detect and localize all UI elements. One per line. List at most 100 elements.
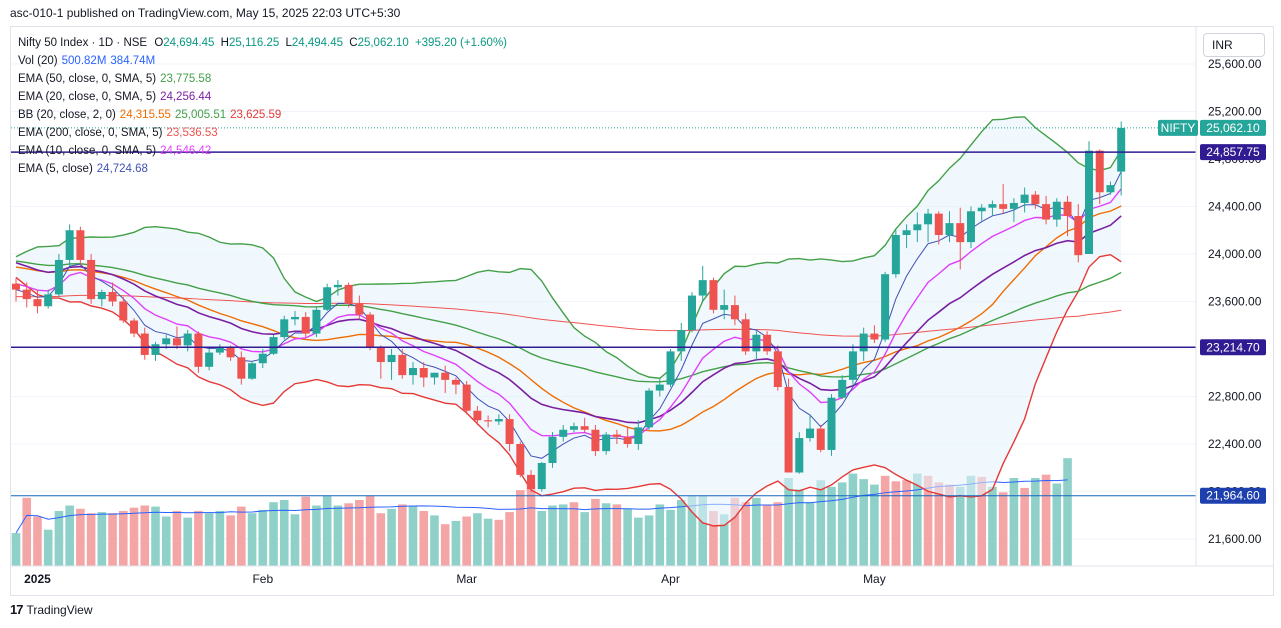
- volume-bar: [709, 511, 718, 566]
- volume-bar: [977, 476, 986, 566]
- volume-bar: [312, 505, 321, 566]
- candle-body: [977, 207, 986, 212]
- candle-body: [355, 303, 364, 315]
- volume-bar: [1041, 474, 1051, 566]
- volume-bar: [698, 495, 708, 566]
- volume-bar: [794, 489, 804, 566]
- candle-body: [1085, 150, 1093, 254]
- volume-bar: [387, 508, 396, 566]
- volume-bar: [848, 473, 858, 566]
- candle-body: [441, 372, 450, 380]
- volume-bar: [998, 492, 1008, 566]
- price-tag-text: 25,062.10: [1206, 121, 1260, 135]
- candle-body: [999, 204, 1008, 209]
- volume-bar: [226, 515, 235, 566]
- candle-body: [33, 299, 42, 307]
- indicator-value: 24,724.68: [96, 163, 148, 175]
- volume-bar: [666, 509, 675, 566]
- volume-bar: [558, 504, 568, 566]
- volume-bar: [741, 502, 750, 566]
- candle-body: [108, 292, 117, 302]
- time-axis: 2025 Feb Mar Apr May: [11, 565, 1273, 586]
- volume-bar: [462, 516, 471, 566]
- volume-bar: [65, 505, 74, 566]
- volume-ma-line: [15, 479, 1068, 534]
- volume-bar: [43, 529, 53, 566]
- volume-bar: [816, 480, 826, 566]
- legend-indicator-row: EMA (10, close, 0, SMA, 5) 24,546.42: [18, 142, 507, 160]
- candle-body: [280, 319, 289, 338]
- indicator-value: 23,536.53: [166, 127, 218, 139]
- price-tag: 23,214.70: [1200, 339, 1266, 356]
- candlesticks: [12, 121, 1126, 492]
- currency-selector[interactable]: INR: [1203, 33, 1265, 57]
- candle-body: [741, 319, 750, 352]
- candle-body: [988, 204, 997, 208]
- price-tag-text: 21,964.60: [1206, 489, 1260, 503]
- volume-bar: [934, 482, 944, 566]
- ohlc-open-label: O: [154, 37, 164, 49]
- volume-bar: [923, 475, 933, 566]
- ohlc-high-label: H: [220, 37, 229, 49]
- chart-frame: [10, 26, 1274, 596]
- candle-body: [559, 429, 568, 437]
- candle-body: [924, 213, 933, 225]
- volume-bar: [258, 509, 268, 566]
- volume-bar: [870, 484, 879, 566]
- candle-body: [398, 354, 407, 376]
- legend-indicator-row: EMA (5, close) 24,724.68: [18, 160, 507, 178]
- candle-body: [623, 436, 632, 444]
- candle-body: [76, 230, 85, 260]
- candle-body: [323, 287, 332, 310]
- legend-indicator-row: BB (20, close, 2, 0) 24,315.55 25,005.51 23…: [18, 106, 507, 124]
- tradingview-footer[interactable]: 17 TradingView: [10, 602, 93, 617]
- volume-bar: [397, 504, 407, 566]
- candle-body: [194, 333, 203, 367]
- volume-bar: [119, 511, 128, 566]
- volume-bar: [161, 516, 171, 566]
- volume-bar: [22, 497, 32, 566]
- price-tag-bg: [1200, 144, 1266, 161]
- price-tag: 24,857.75: [1200, 144, 1266, 161]
- candle-body: [65, 230, 74, 260]
- candle-body: [183, 333, 192, 346]
- volume-bar: [505, 512, 514, 566]
- ema50-line: [15, 260, 1122, 383]
- candle-body: [795, 438, 804, 473]
- candle-body: [773, 351, 782, 387]
- candle-body: [269, 337, 278, 354]
- volume-bar: [913, 473, 922, 566]
- indicator-value: 500.82M: [61, 55, 107, 67]
- x-tick-label: May: [863, 572, 886, 586]
- volume-bar: [483, 518, 493, 566]
- volume-bar: [634, 517, 643, 566]
- candle-body: [945, 223, 954, 235]
- candle-body: [655, 384, 664, 391]
- indicator-value: 23,775.58: [160, 73, 212, 85]
- candle-body: [677, 330, 686, 352]
- candle-body: [494, 419, 503, 422]
- candle-body: [730, 305, 739, 320]
- candle-body: [537, 463, 546, 490]
- volume-bar: [623, 508, 632, 566]
- candle-body: [1052, 201, 1061, 220]
- y-tick-label: 22,400.00: [1208, 437, 1262, 451]
- volume-bar: [537, 511, 547, 566]
- candle-body: [870, 333, 879, 340]
- candle-body: [859, 333, 868, 352]
- volume-bar: [548, 505, 557, 566]
- ohlc-low: 24,494.45: [291, 37, 344, 49]
- legend-symbol-row: Nifty 50 Index · 1D · NSE O24,694.45 H25…: [18, 34, 507, 52]
- volume-bar: [591, 498, 600, 566]
- brand-name: TradingView: [26, 602, 93, 617]
- symbol-name: Nifty 50 Index · 1D · NSE: [18, 37, 148, 49]
- candle-body: [516, 444, 525, 475]
- volume-bar: [269, 502, 278, 566]
- candle-body: [848, 351, 857, 380]
- volume-bar: [237, 506, 246, 566]
- candle-body: [752, 334, 761, 352]
- candle-body: [484, 420, 493, 422]
- candle-body: [891, 235, 900, 275]
- volume-bar: [837, 482, 847, 566]
